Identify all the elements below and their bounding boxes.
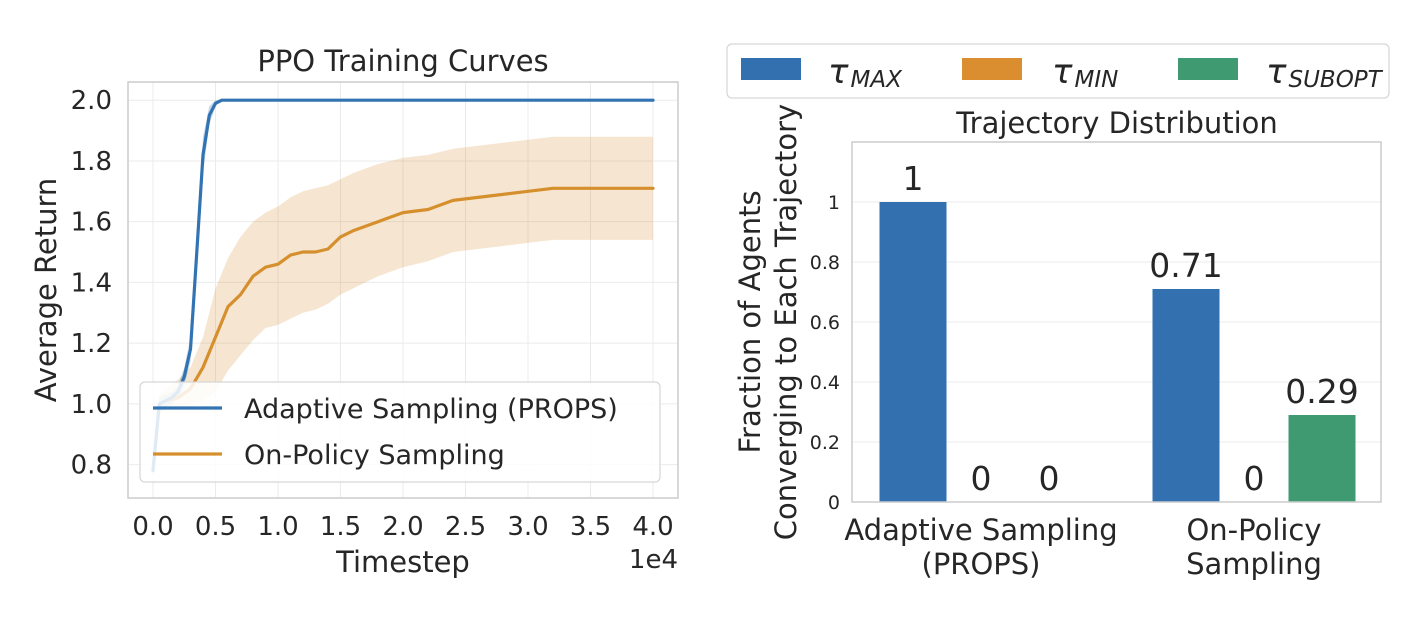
y-tick-label: 1.0 [71, 390, 112, 420]
line-chart-x-ticks: 0.0 0.5 1.0 1.5 2.0 2.5 3.0 3.5 4.0 [132, 512, 673, 542]
line-chart-x-offset: 1e4 [629, 545, 678, 575]
line-chart-title: PPO Training Curves [257, 44, 548, 78]
bar-value-label: 1 [903, 159, 924, 198]
series-line-on-policy [151, 186, 655, 473]
bar-value-label: 0.71 [1149, 246, 1222, 285]
line-chart-x-label: Timestep [335, 545, 470, 579]
bar-legend-label: τMAX [828, 52, 903, 93]
line-chart-frame [127, 81, 679, 499]
bar-chart-frame [851, 141, 1382, 503]
bar-chart-y-label-line1: Fraction of Agents [733, 190, 767, 453]
x-tick-label: 0.5 [195, 512, 236, 542]
bar-value-label: 0 [971, 459, 992, 498]
x-tick-label: 1.5 [320, 512, 361, 542]
bar-legend-swatch [962, 58, 1022, 80]
y-tick-label: 0.6 [810, 312, 840, 334]
bar-legend-label: τMIN [1052, 52, 1118, 93]
line-legend-label: On-Policy Sampling [244, 440, 505, 471]
bar-chart-y-ticks: 0 0.2 0.4 0.6 0.8 1 [810, 192, 840, 514]
bar [879, 202, 947, 502]
bar-legend-swatch [741, 58, 801, 80]
confidence-band-props [153, 100, 653, 474]
line-chart: 0.0 0.5 1.0 1.5 2.0 2.5 3.0 3.5 4.0 0.8 1.0 1.2 1.4… [29, 44, 679, 579]
y-tick-label: 1.8 [71, 147, 112, 177]
bar-chart-data-labels: 1 0.71 0 0 0 0.29 [903, 159, 1359, 498]
bar-value-label: 0 [1244, 459, 1265, 498]
line-chart-bands [153, 100, 653, 474]
x-tick-label: 1.0 [257, 512, 298, 542]
y-tick-label: 1.4 [71, 268, 112, 298]
bar-chart-y-label-line2: Converging to Each Trajectory [769, 104, 803, 540]
x-tick-label: 3.5 [570, 512, 611, 542]
y-tick-label: 1.2 [71, 329, 112, 359]
bar-legend-swatch [1178, 58, 1238, 80]
bar-category-label: Adaptive Sampling [844, 513, 1117, 547]
x-tick-label: 0.0 [132, 512, 173, 542]
y-tick-label: 1.6 [71, 208, 112, 238]
line-chart-y-label: Average Return [29, 178, 63, 403]
bar-legend-box [726, 43, 1390, 99]
line-chart-legend: Adaptive Sampling (PROPS) On-Policy Samp… [139, 381, 661, 483]
y-tick-label: 2.0 [71, 86, 112, 116]
y-tick-label: 1 [828, 192, 840, 214]
bar-category-label: (PROPS) [922, 547, 1041, 581]
y-tick-label: 0.4 [810, 372, 840, 394]
bar-category-label: Sampling [1186, 547, 1322, 581]
confidence-band-on-policy [153, 136, 653, 474]
x-tick-label: 4.0 [632, 512, 673, 542]
y-tick-label: 0.8 [71, 451, 112, 481]
bar-value-label: 0.29 [1285, 372, 1358, 411]
bar [1288, 415, 1356, 502]
bar-chart-bars [879, 202, 1356, 502]
y-tick-label: 0.2 [810, 432, 840, 454]
bar-category-label: On-Policy [1186, 513, 1321, 547]
x-tick-label: 3.0 [507, 512, 548, 542]
bar-value-label: 0 [1039, 459, 1060, 498]
line-legend-box [139, 381, 661, 483]
line-legend-label: Adaptive Sampling (PROPS) [244, 394, 618, 425]
x-tick-label: 2.5 [445, 512, 486, 542]
bar [1152, 289, 1220, 502]
x-tick-label: 2.0 [382, 512, 423, 542]
y-tick-label: 0.8 [810, 252, 840, 274]
bar-chart-title: Trajectory Distribution [955, 106, 1278, 140]
bar-chart: τMAX τMIN τSUBOPT 00.20.40.60.81 10.710 0… [726, 43, 1390, 581]
bar-legend-label: τSUBOPT [1266, 52, 1384, 93]
y-tick-label: 0 [828, 492, 840, 514]
bar-chart-legend: τMAX τMIN τSUBOPT [726, 43, 1390, 99]
line-chart-y-ticks: 0.8 1.0 1.2 1.4 1.6 1.8 2.0 [71, 86, 112, 480]
